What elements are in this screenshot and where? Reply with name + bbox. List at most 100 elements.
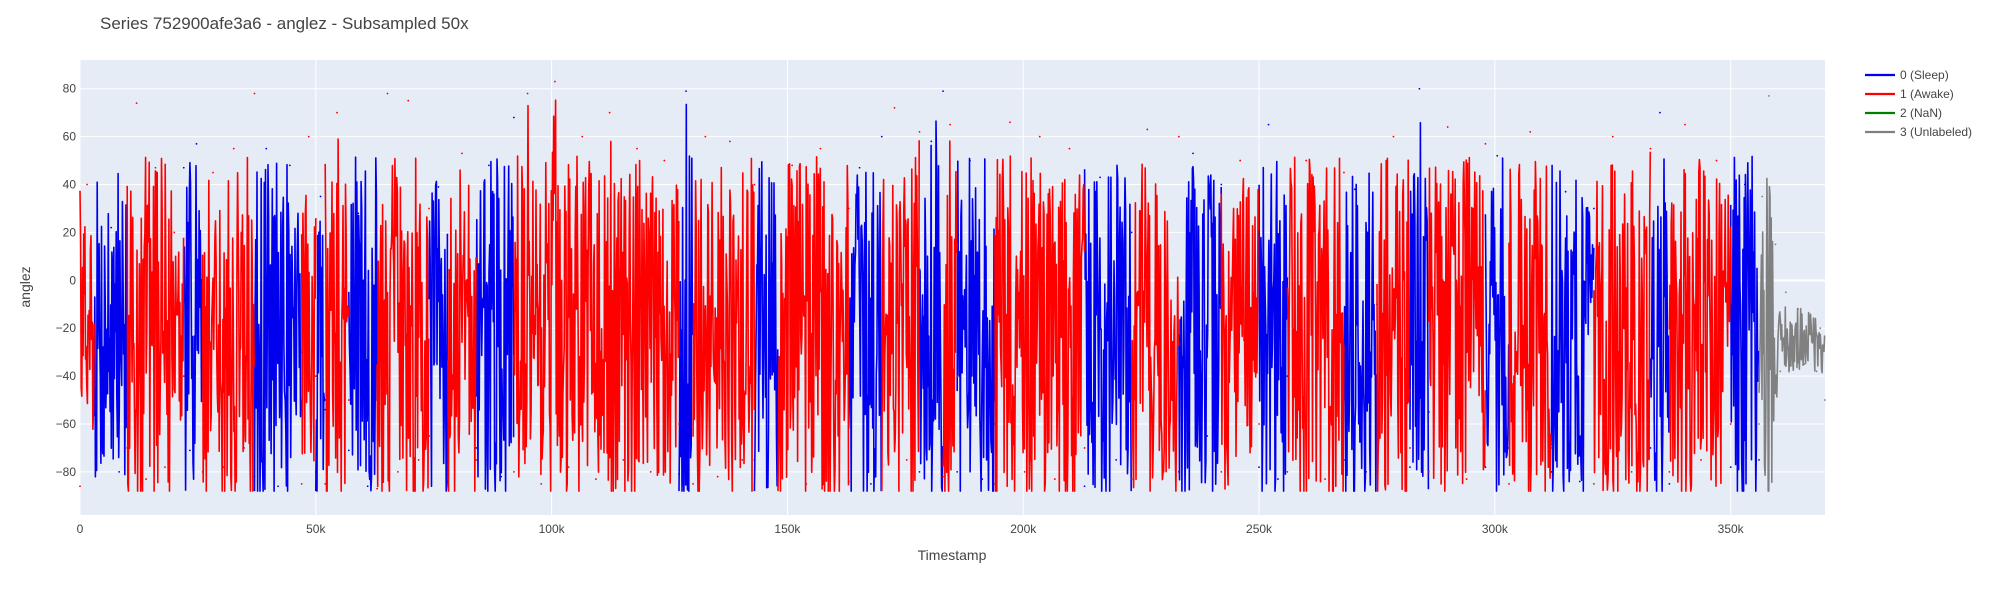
data-point — [314, 375, 317, 378]
data-point — [222, 466, 225, 469]
data-point — [428, 207, 430, 210]
data-point — [1668, 482, 1671, 485]
data-point — [145, 478, 147, 480]
series-line-segment — [79, 190, 95, 430]
data-point — [1009, 121, 1011, 124]
data-point — [1130, 231, 1133, 234]
data-point — [300, 482, 303, 485]
data-point — [1508, 482, 1510, 485]
data-point — [163, 466, 166, 469]
data-point — [956, 470, 959, 473]
data-point — [847, 207, 850, 210]
chart-title: Series 752900afe3a6 - anglez - Subsample… — [100, 14, 469, 33]
data-point — [1484, 142, 1487, 145]
legend-label: 1 (Awake) — [1900, 87, 1954, 101]
series-line-segment — [942, 140, 958, 492]
legend-item[interactable]: 1 (Awake) — [1865, 87, 1954, 101]
data-point — [833, 466, 836, 469]
data-point — [1239, 159, 1242, 162]
data-point — [1286, 470, 1289, 473]
series-line-segment — [1083, 164, 1132, 492]
series-line-segment — [447, 169, 477, 492]
series-line-segment — [513, 99, 680, 492]
data-point — [753, 459, 756, 461]
data-point — [1277, 478, 1279, 480]
data-point — [1593, 482, 1595, 485]
data-point — [540, 482, 543, 485]
data-point — [956, 375, 959, 378]
data-point — [1779, 370, 1782, 373]
data-point — [1068, 147, 1071, 150]
data-point — [1365, 470, 1368, 473]
data-point — [880, 135, 883, 138]
legend-item[interactable]: 2 (NaN) — [1865, 106, 1942, 120]
data-point — [1529, 130, 1532, 133]
data-point — [777, 459, 779, 461]
data-point — [1550, 470, 1553, 473]
series-line-segment — [201, 156, 255, 492]
legend-item[interactable]: 3 (Unlabeled) — [1865, 125, 1972, 139]
data-point — [1023, 470, 1026, 473]
data-point — [396, 470, 399, 473]
data-point — [1659, 111, 1661, 114]
legend-item[interactable]: 0 (Sleep) — [1865, 68, 1949, 82]
data-point — [981, 478, 984, 480]
series-line-segment — [93, 172, 128, 478]
data-point — [347, 449, 350, 452]
data-point — [1392, 135, 1395, 138]
data-point — [386, 92, 389, 95]
data-point — [288, 164, 291, 167]
data-point — [118, 470, 121, 473]
data-point — [1700, 459, 1702, 461]
y-tick-label: −60 — [56, 417, 77, 431]
legend-label: 0 (Sleep) — [1900, 68, 1949, 82]
series-line-segment — [475, 158, 515, 492]
data-point — [1083, 447, 1086, 449]
data-point — [595, 478, 597, 480]
data-point — [1177, 470, 1180, 473]
y-tick-label: −40 — [56, 369, 77, 383]
series-line-segment — [994, 155, 1086, 492]
legend[interactable]: 0 (Sleep) 1 (Awake) 2 (NaN) 3 (Unlabeled) — [1865, 68, 1972, 139]
data-point — [791, 164, 794, 167]
data-point — [905, 459, 908, 461]
data-point — [1409, 466, 1411, 469]
data-point — [678, 473, 680, 476]
data-point — [1465, 478, 1468, 480]
series-line-segment — [1220, 177, 1260, 490]
y-tick-label: 60 — [63, 130, 77, 144]
x-tick-label: 50k — [306, 522, 326, 536]
data-point — [608, 111, 611, 114]
data-point — [512, 116, 515, 119]
data-point — [1649, 447, 1652, 449]
data-point — [1797, 308, 1800, 310]
series-line-segment — [1758, 177, 1826, 492]
data-point — [918, 130, 921, 133]
data-point — [1206, 435, 1209, 437]
data-point — [512, 470, 515, 473]
series-line-segment — [428, 180, 449, 492]
series-line-segment — [881, 140, 920, 492]
data-point — [1192, 152, 1194, 155]
data-point — [1774, 243, 1777, 246]
data-point — [716, 475, 719, 478]
data-point — [1053, 478, 1056, 480]
series-line-segment — [1286, 156, 1345, 492]
data-point — [1815, 370, 1818, 373]
data-point — [357, 212, 360, 215]
data-point — [1791, 356, 1793, 358]
data-point — [188, 449, 191, 452]
data-point — [336, 111, 338, 114]
data-point — [1758, 459, 1760, 461]
data-point — [126, 447, 129, 449]
data-point — [622, 459, 625, 461]
series-line-segment — [183, 161, 203, 491]
data-point — [1376, 470, 1378, 473]
x-tick-label: 0 — [77, 522, 84, 536]
series-line-segment — [1729, 155, 1760, 492]
data-point — [1099, 176, 1102, 179]
data-point — [314, 470, 317, 473]
data-point — [1761, 195, 1764, 198]
data-point — [135, 102, 138, 105]
